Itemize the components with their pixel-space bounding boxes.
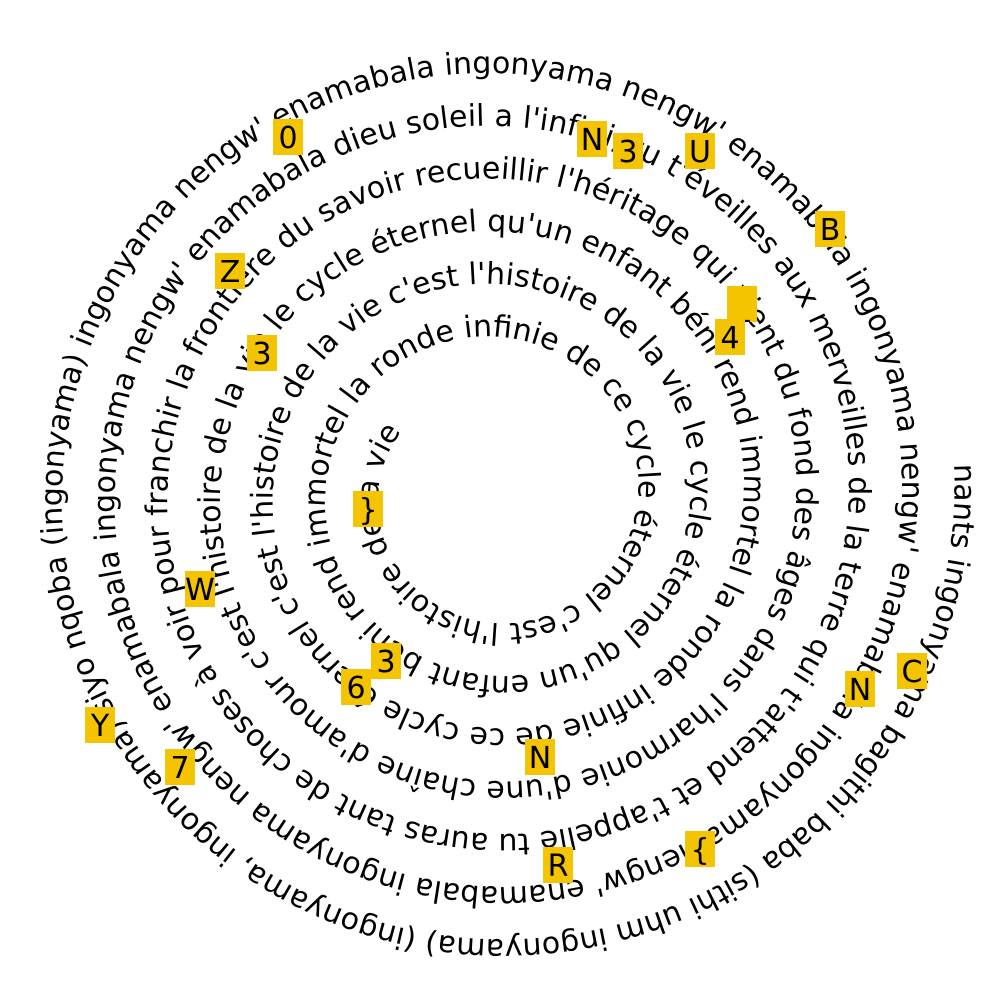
highlight-marker-char: { <box>690 833 709 868</box>
highlight-marker-char: Y <box>90 709 110 744</box>
highlight-marker-char: 3 <box>618 135 637 170</box>
highlight-marker-char: _ <box>734 288 751 323</box>
highlight-marker: _ <box>727 286 757 323</box>
highlight-marker-char: 0 <box>278 121 297 156</box>
highlight-marker: 3 <box>613 133 643 170</box>
highlight-marker: { <box>685 831 715 868</box>
highlight-marker: 3 <box>247 335 277 372</box>
highlight-marker-char: C <box>902 655 923 690</box>
highlight-marker: U <box>685 133 715 170</box>
highlight-marker-char: 4 <box>720 321 739 356</box>
highlight-marker-char: N <box>529 741 551 776</box>
highlight-marker-char: W <box>185 573 215 608</box>
highlight-marker: 6 <box>341 669 371 706</box>
highlight-marker-char: N <box>581 123 603 158</box>
highlight-marker-char: } <box>358 493 377 528</box>
highlight-marker: Z <box>215 253 245 290</box>
highlight-marker-char: B <box>820 213 841 248</box>
highlight-marker: N <box>577 121 607 158</box>
highlight-marker-char: 3 <box>252 337 271 372</box>
highlight-marker: 4 <box>715 319 745 356</box>
highlight-marker-char: N <box>849 673 871 708</box>
highlight-marker-char: U <box>689 135 711 170</box>
highlight-marker: Y <box>85 707 115 744</box>
highlight-marker: 0 <box>273 119 303 156</box>
highlight-marker-char: 3 <box>376 645 395 680</box>
highlight-marker: R <box>543 847 573 884</box>
highlight-marker: } <box>353 491 383 528</box>
highlight-marker-char: 7 <box>170 751 189 786</box>
highlight-marker-char: Z <box>220 255 241 290</box>
highlight-marker-char: 6 <box>346 671 365 706</box>
highlight-marker: W <box>185 571 215 608</box>
spiral-text: nants ingonyama bagithi baba (sithi uhm … <box>35 46 982 967</box>
highlight-marker: N <box>525 739 555 776</box>
spiral-text-path: nants ingonyama bagithi baba (sithi uhm … <box>35 46 982 967</box>
highlight-marker: 3 <box>371 643 401 680</box>
highlight-marker-char: R <box>548 849 569 884</box>
highlight-marker: C <box>897 653 927 690</box>
highlight-marker: B <box>815 211 845 248</box>
highlight-marker: N <box>845 671 875 708</box>
highlight-marker: 7 <box>165 749 195 786</box>
